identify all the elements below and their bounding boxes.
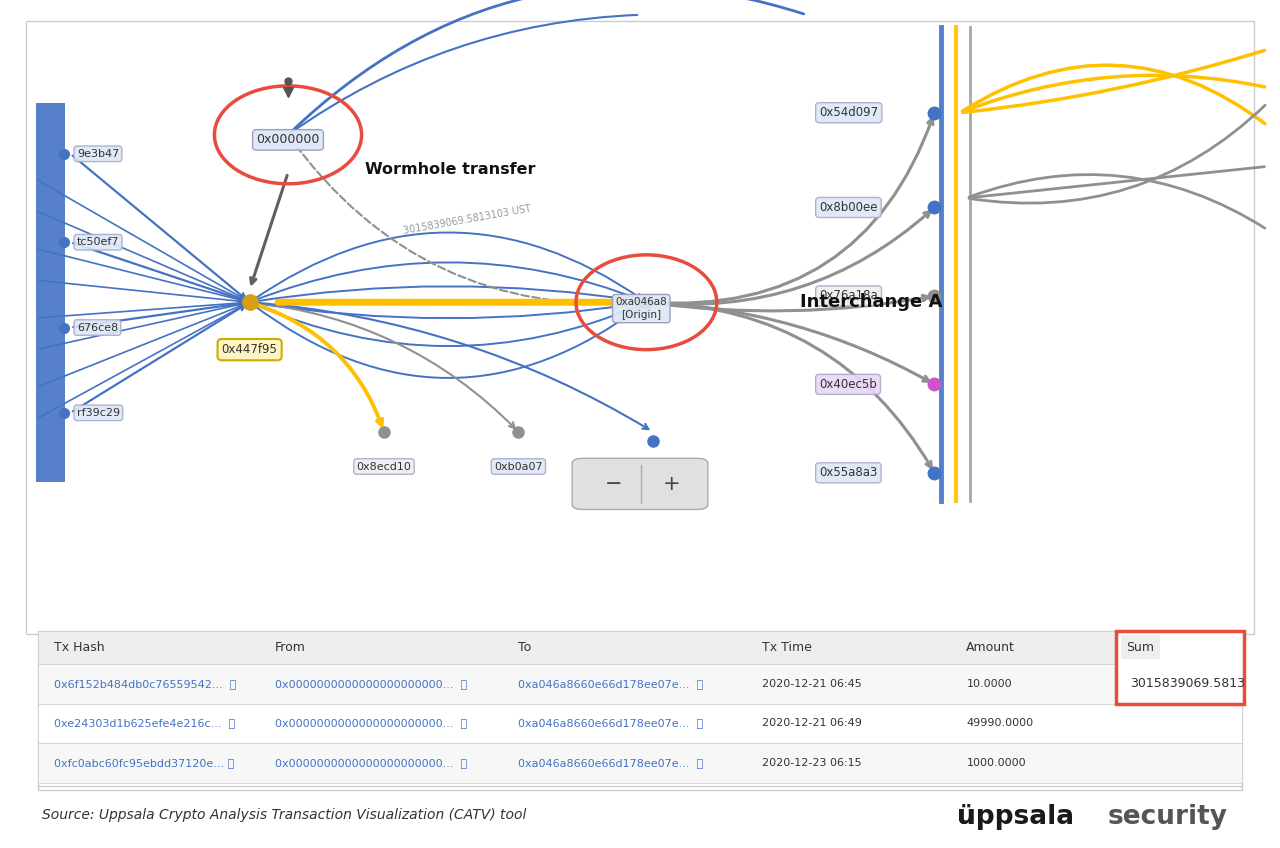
- Text: 0xb0a07: 0xb0a07: [494, 461, 543, 471]
- Text: 0x0000000000000000000000...  ⧉: 0x0000000000000000000000... ⧉: [275, 718, 467, 728]
- Text: 2020-12-21 06:45: 2020-12-21 06:45: [762, 678, 861, 689]
- Text: Tx Time: Tx Time: [762, 641, 812, 654]
- Bar: [38, 631, 1242, 664]
- Text: Source: Uppsala Crypto Analysis Transaction Visualization (CATV) tool: Source: Uppsala Crypto Analysis Transact…: [42, 808, 526, 822]
- Text: 49990.0000: 49990.0000: [966, 718, 1033, 728]
- Text: 0xe24303d1b625efe4e216c...  ⧉: 0xe24303d1b625efe4e216c... ⧉: [54, 718, 236, 728]
- Text: 1000.0000: 1000.0000: [966, 758, 1027, 768]
- Text: 0x55a8a3: 0x55a8a3: [819, 466, 878, 479]
- Text: 0xfc0abc60fc95ebdd37120e... ⧉: 0xfc0abc60fc95ebdd37120e... ⧉: [54, 758, 234, 768]
- Bar: [38, 743, 1242, 783]
- Text: security: security: [1107, 805, 1228, 830]
- Text: 0x40ec5b: 0x40ec5b: [819, 378, 877, 391]
- Text: tc50ef7: tc50ef7: [77, 237, 119, 248]
- Text: 0xa046a8660e66d178ee07e...  ⧉: 0xa046a8660e66d178ee07e... ⧉: [518, 758, 704, 768]
- Text: ü: ü: [957, 805, 977, 830]
- Bar: [38, 704, 1242, 743]
- Text: 676ce8: 676ce8: [77, 322, 118, 332]
- Text: 3015839069.5813103 UST: 3015839069.5813103 UST: [402, 204, 532, 237]
- Text: 9e3b47: 9e3b47: [77, 148, 119, 159]
- Text: 2020-12-21 06:49: 2020-12-21 06:49: [762, 718, 861, 728]
- Text: 0x8ecd10: 0x8ecd10: [357, 461, 411, 471]
- Text: uppsala: uppsala: [957, 805, 1075, 830]
- Text: 0xa046a8
[Origin]: 0xa046a8 [Origin]: [616, 298, 667, 320]
- Text: Interchange A: Interchange A: [800, 293, 942, 311]
- Text: 0x0000000000000000000000...  ⧉: 0x0000000000000000000000... ⧉: [275, 678, 467, 689]
- Text: 10.0000: 10.0000: [966, 678, 1012, 689]
- Text: Sum: Sum: [1126, 641, 1155, 654]
- Bar: [38, 664, 1242, 704]
- Text: 3015839069.5813: 3015839069.5813: [1130, 678, 1245, 690]
- Text: 0xa046a8660e66d178ee07e...  ⧉: 0xa046a8660e66d178ee07e... ⧉: [518, 678, 704, 689]
- Bar: [36, 103, 65, 483]
- Bar: [1116, 631, 1244, 704]
- Text: To: To: [518, 641, 531, 654]
- Text: Amount: Amount: [966, 641, 1015, 654]
- Text: 0x6f152b484db0c76559542...  ⧉: 0x6f152b484db0c76559542... ⧉: [54, 678, 236, 689]
- Text: 2020-12-23 06:15: 2020-12-23 06:15: [762, 758, 861, 768]
- Text: Wormhole transfer: Wormhole transfer: [365, 162, 535, 177]
- Text: 0x000000: 0x000000: [256, 133, 320, 147]
- Text: 0x0000000000000000000000...  ⧉: 0x0000000000000000000000... ⧉: [275, 758, 467, 768]
- Text: Tx Hash: Tx Hash: [54, 641, 105, 654]
- Text: −: −: [604, 473, 622, 494]
- Text: +: +: [663, 473, 681, 494]
- Text: From: From: [275, 641, 306, 654]
- Text: 0x76a18a: 0x76a18a: [819, 289, 878, 303]
- Text: 0x447f95: 0x447f95: [221, 343, 278, 356]
- Text: 3015839069.5813: 3015839069.5813: [1126, 678, 1229, 689]
- Text: Sum: Sum: [1126, 641, 1155, 654]
- Text: 0xa046a8660e66d178ee07e...  ⧉: 0xa046a8660e66d178ee07e... ⧉: [518, 718, 704, 728]
- Text: 0x54d097: 0x54d097: [819, 106, 878, 120]
- Text: 0x8b00ee: 0x8b00ee: [819, 201, 878, 214]
- FancyBboxPatch shape: [572, 458, 708, 510]
- Text: rf39c29: rf39c29: [77, 408, 120, 418]
